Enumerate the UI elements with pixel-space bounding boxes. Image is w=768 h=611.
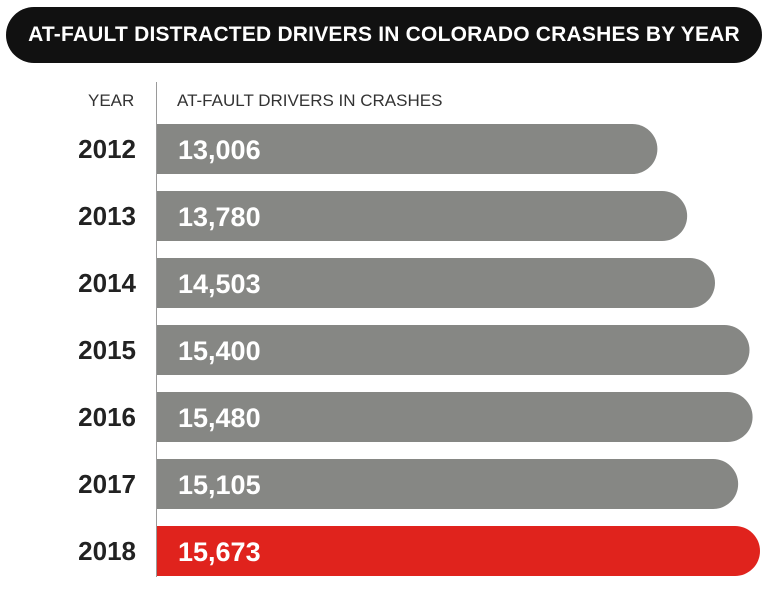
year-label-2018: 2018: [78, 536, 136, 566]
bar-2013: [157, 191, 688, 241]
bar-2014: [157, 258, 715, 308]
value-label-2016: 15,480: [178, 403, 261, 433]
value-label-2018: 15,673: [178, 537, 261, 567]
chart-title: AT-FAULT DISTRACTED DRIVERS IN COLORADO …: [6, 7, 762, 63]
year-label-2013: 2013: [78, 201, 136, 231]
year-label-2014: 2014: [78, 268, 136, 298]
year-label-2016: 2016: [78, 402, 136, 432]
bar-2016: [157, 392, 753, 442]
bar-2015: [157, 325, 750, 375]
value-label-2014: 14,503: [178, 269, 261, 299]
bar-2017: [157, 458, 739, 509]
value-label-2013: 13,780: [178, 202, 261, 232]
value-label-2017: 15,105: [178, 470, 261, 500]
bar-2018: [157, 526, 760, 576]
year-column-header: YEAR: [88, 91, 135, 110]
year-label-2017: 2017: [78, 469, 136, 499]
year-label-2012: 2012: [78, 134, 136, 164]
year-label-2015: 2015: [78, 335, 136, 365]
axis-divider: [156, 82, 157, 577]
value-label-2015: 15,400: [178, 336, 261, 366]
value-label-2012: 13,006: [178, 135, 261, 165]
value-column-header: AT-FAULT DRIVERS IN CRASHES: [177, 91, 443, 110]
bar-2012: [157, 124, 658, 174]
